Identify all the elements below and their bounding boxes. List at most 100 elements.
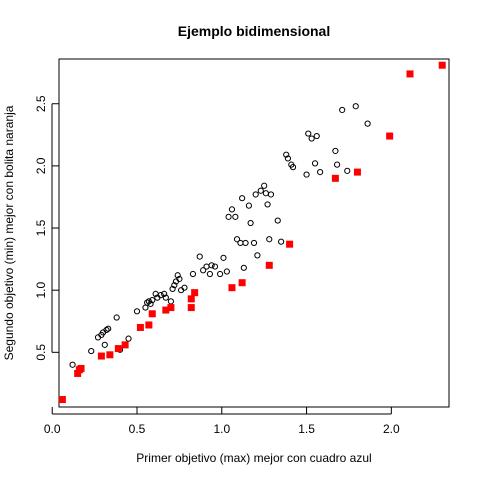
data-point-circle bbox=[274, 217, 281, 224]
data-point-circle bbox=[233, 236, 241, 243]
y-tick-label: 2.5 bbox=[34, 95, 48, 112]
x-tick-label: 0.0 bbox=[44, 422, 61, 436]
data-point-square bbox=[353, 168, 361, 176]
data-point-circle bbox=[289, 164, 297, 171]
data-point-circle bbox=[364, 120, 371, 127]
data-point-circle bbox=[261, 182, 268, 189]
data-point-circle bbox=[283, 151, 290, 158]
data-point-circle bbox=[225, 213, 232, 220]
data-point-circle bbox=[101, 341, 108, 348]
data-point-circle bbox=[181, 284, 188, 291]
data-point-circle bbox=[339, 106, 346, 114]
data-point-circle bbox=[352, 103, 359, 110]
data-point-square bbox=[58, 396, 66, 404]
data-point-square bbox=[187, 304, 195, 312]
data-point-circle bbox=[333, 161, 341, 168]
data-point-circle bbox=[223, 268, 230, 275]
data-point-circle bbox=[232, 213, 239, 220]
data-point-square bbox=[438, 61, 446, 69]
data-point-square bbox=[386, 132, 394, 140]
data-point-circle bbox=[208, 262, 215, 269]
data-point-circle bbox=[203, 263, 210, 270]
data-point-circle bbox=[144, 299, 151, 306]
data-point-circle bbox=[252, 191, 259, 198]
data-point-circle bbox=[162, 294, 169, 301]
data-point-circle bbox=[284, 155, 292, 162]
data-point-circle bbox=[311, 160, 319, 167]
data-point-circle bbox=[245, 202, 253, 209]
y-tick-label: 2.0 bbox=[34, 157, 48, 174]
data-point-circle bbox=[317, 169, 324, 176]
data-point-circle bbox=[103, 326, 110, 334]
data-point-circle bbox=[196, 253, 203, 260]
data-point-circle bbox=[216, 270, 224, 278]
data-point-circle bbox=[247, 219, 254, 227]
data-point-circle bbox=[264, 201, 271, 208]
data-point-circle bbox=[313, 132, 320, 140]
data-point-circle bbox=[237, 239, 244, 247]
data-point-circle bbox=[142, 304, 149, 311]
data-point-circle bbox=[257, 187, 264, 194]
data-point-circle bbox=[211, 263, 219, 270]
x-axis: 0.0 0.5 1.0 1.5 2.0 bbox=[44, 407, 400, 436]
data-point-circle bbox=[189, 270, 197, 278]
data-point-circle bbox=[239, 195, 246, 202]
data-point-circle bbox=[133, 308, 141, 315]
data-point-circle bbox=[161, 290, 168, 297]
data-point-circle bbox=[242, 239, 249, 247]
data-point-square bbox=[162, 306, 170, 314]
data-point-square bbox=[187, 295, 195, 303]
data-point-square bbox=[228, 284, 236, 292]
data-point-circle bbox=[278, 238, 285, 245]
data-points bbox=[58, 61, 446, 404]
data-point-square bbox=[191, 289, 199, 297]
data-point-circle bbox=[113, 314, 120, 321]
data-point-square bbox=[114, 345, 122, 353]
data-point-circle bbox=[267, 191, 275, 198]
data-point-circle bbox=[169, 285, 176, 293]
data-point-circle bbox=[308, 135, 315, 142]
data-point-circle bbox=[88, 347, 95, 355]
data-point-circle bbox=[332, 147, 339, 155]
y-axis: 0.5 1.0 1.5 2.0 2.5 bbox=[34, 95, 59, 361]
x-axis-label: Primer objetivo (max) mejor con cuadro a… bbox=[136, 451, 371, 465]
x-tick-label: 1.0 bbox=[213, 422, 230, 436]
x-tick-label: 0.5 bbox=[129, 422, 146, 436]
data-point-square bbox=[331, 174, 339, 182]
chart-title: Ejemplo bidimensional bbox=[178, 23, 330, 39]
data-point-circle bbox=[344, 167, 351, 174]
data-point-circle bbox=[171, 282, 178, 289]
data-point-circle bbox=[69, 361, 76, 368]
data-point-square bbox=[148, 310, 156, 318]
data-point-circle bbox=[250, 239, 258, 247]
data-point-circle bbox=[266, 236, 273, 243]
data-point-circle bbox=[220, 254, 227, 261]
data-point-square bbox=[406, 70, 414, 78]
data-point-circle bbox=[262, 190, 269, 197]
data-point-circle bbox=[149, 297, 156, 304]
x-tick-label: 1.5 bbox=[298, 422, 315, 436]
data-point-circle bbox=[147, 300, 154, 307]
y-axis-label: Segundo objetivo (min) mejor con bolita … bbox=[2, 105, 16, 360]
x-tick-label: 2.0 bbox=[383, 422, 400, 436]
data-point-square bbox=[238, 279, 246, 287]
plot-frame bbox=[58, 58, 450, 408]
data-point-square bbox=[77, 364, 85, 372]
data-point-square bbox=[265, 261, 273, 269]
y-tick-label: 0.5 bbox=[34, 344, 48, 361]
data-point-square bbox=[136, 323, 144, 331]
data-point-circle bbox=[176, 275, 183, 283]
data-point-square bbox=[145, 321, 153, 329]
data-point-square bbox=[74, 369, 82, 377]
data-point-circle bbox=[206, 270, 214, 278]
data-point-circle bbox=[228, 206, 236, 213]
data-point-circle bbox=[303, 171, 310, 178]
y-tick-label: 1.0 bbox=[34, 282, 48, 299]
data-point-circle bbox=[305, 130, 312, 137]
data-point-circle bbox=[240, 264, 247, 271]
data-point-circle bbox=[254, 252, 261, 259]
data-point-square bbox=[106, 351, 114, 359]
data-point-circle bbox=[157, 292, 164, 299]
data-point-circle bbox=[167, 298, 175, 305]
